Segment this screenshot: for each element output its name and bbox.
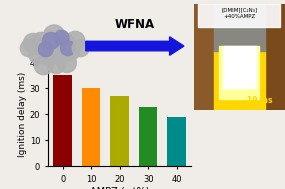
Circle shape [57,53,76,73]
Bar [194,4,214,110]
Circle shape [44,25,65,46]
Circle shape [66,31,85,50]
Bar [139,107,157,166]
Text: [DMIM][C₂N₃]
+40%AMPZ: [DMIM][C₂N₃] +40%AMPZ [221,8,257,19]
X-axis label: AMPZ (wt%): AMPZ (wt%) [90,186,149,189]
Bar [265,4,285,110]
Text: WFNA: WFNA [115,18,155,31]
Bar [168,117,186,166]
Circle shape [42,32,60,49]
Bar [219,46,259,99]
Bar [54,75,72,166]
FancyArrow shape [86,37,184,55]
Circle shape [20,40,37,57]
Circle shape [29,45,48,64]
Circle shape [38,42,53,57]
Circle shape [50,45,69,64]
Circle shape [38,44,60,65]
Circle shape [60,41,75,56]
Circle shape [54,30,69,45]
Circle shape [23,33,42,53]
Bar [82,88,101,166]
Y-axis label: Ignition delay (ms): Ignition delay (ms) [18,72,27,157]
Circle shape [47,55,66,74]
Circle shape [30,32,53,56]
Circle shape [72,40,89,57]
Bar [214,4,265,51]
Bar [111,96,129,166]
Circle shape [54,33,75,55]
Circle shape [60,42,80,61]
Bar [214,51,265,110]
Circle shape [34,56,53,75]
Bar [223,46,256,88]
Bar [198,4,280,27]
Text: 19 ms: 19 ms [247,96,272,105]
